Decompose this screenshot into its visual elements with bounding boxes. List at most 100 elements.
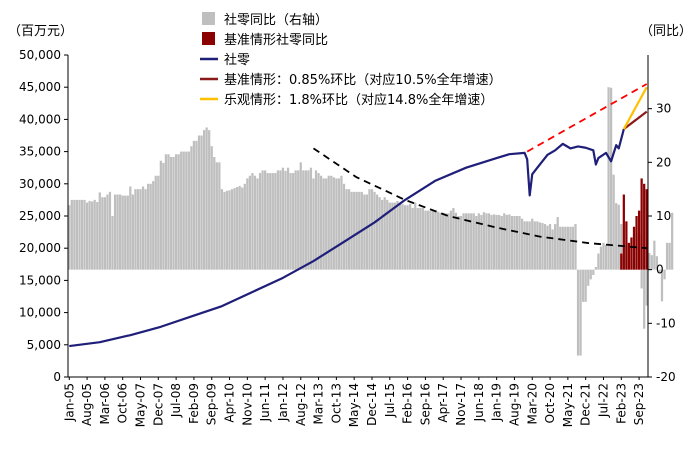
bar-5-6 <box>83 199 86 270</box>
bar-5-49 <box>192 140 196 270</box>
bar-5-144 <box>434 210 437 270</box>
bar-5-28 <box>139 189 142 270</box>
right-tick-label-4: 20 <box>656 155 671 169</box>
bar-5-31 <box>147 183 150 270</box>
bar-5-27 <box>136 189 140 270</box>
bar-5-226 <box>643 269 646 329</box>
bar-5-164 <box>485 213 488 270</box>
bar-5-214 <box>612 174 615 270</box>
bar-5-207 <box>594 266 597 270</box>
bar-5-135 <box>411 207 414 270</box>
bar-5-82 <box>276 170 279 270</box>
bar-5-4 <box>78 199 81 270</box>
left-axis-unit: （百万元） <box>8 24 73 39</box>
bar-5-100 <box>322 178 325 270</box>
bar-5-1 <box>70 199 73 270</box>
bar-5-159 <box>472 213 475 270</box>
bar-5-236 <box>668 242 671 270</box>
bar-5-119 <box>370 189 374 270</box>
bar-5-126 <box>388 202 391 270</box>
bar-5-25 <box>131 194 134 270</box>
bar-5-179 <box>523 221 526 270</box>
bar-5-155 <box>462 213 465 270</box>
bar-5-125 <box>386 199 389 270</box>
bar-5-104 <box>332 177 335 270</box>
bar-5-89 <box>294 170 297 270</box>
bar-5-190 <box>551 229 554 270</box>
legend-label-2: 社零 <box>224 52 250 68</box>
bar-6-2 <box>625 221 628 270</box>
bar-5-138 <box>419 207 422 270</box>
bar-5-163 <box>482 212 486 270</box>
x-tick-label-26: Mar-20 <box>525 383 539 424</box>
left-tick-label-0: 0 <box>53 370 61 384</box>
bar-5-56 <box>210 146 213 270</box>
x-tick-label-4: May-07 <box>134 383 148 427</box>
bar-5-39 <box>167 154 170 270</box>
x-tick-label-14: Mar-13 <box>312 383 326 424</box>
bar-5-160 <box>475 216 478 270</box>
bar-5-187 <box>543 224 547 270</box>
bar-5-171 <box>503 213 506 270</box>
bar-5-151 <box>452 207 455 270</box>
x-tick-label-25: Aug-19 <box>507 383 521 426</box>
bar-5-229 <box>650 255 653 270</box>
x-tick-label-0: Jan-05 <box>62 383 76 422</box>
bar-5-147 <box>442 212 445 270</box>
right-tick-label-5: 30 <box>656 102 671 116</box>
bar-5-77 <box>264 170 267 270</box>
bar-5-72 <box>251 173 254 270</box>
bar-5-197 <box>569 226 572 270</box>
right-axis-unit: （同比） <box>640 24 692 39</box>
bar-5-192 <box>556 217 559 270</box>
bar-5-84 <box>281 167 285 270</box>
bar-5-98 <box>317 173 320 270</box>
bar-5-233 <box>660 269 664 302</box>
bar-5-57 <box>213 156 216 270</box>
bar-5-111 <box>350 191 353 270</box>
x-tick-label-31: Feb-23 <box>614 383 628 424</box>
bar-5-38 <box>164 154 168 270</box>
legend: 社零同比（右轴） 基准情形社零同比社零基准情形：0.85%环比（对应10.5%全年… <box>200 12 502 108</box>
left-tick-label-8: 40,000 <box>19 112 61 126</box>
right-tick-label-2: 0 <box>656 263 664 277</box>
x-tick-label-19: Feb-16 <box>401 383 415 424</box>
bar-5-166 <box>490 214 493 270</box>
bar-5-129 <box>396 200 399 270</box>
bar-5-69 <box>243 183 246 270</box>
x-tick-label-7: Feb-09 <box>187 383 201 424</box>
lines-layer <box>69 83 648 348</box>
bar-5-44 <box>180 151 183 270</box>
x-tick-label-22: Nov-17 <box>454 383 468 426</box>
bar-5-5 <box>80 199 84 270</box>
bar-5-183 <box>533 221 536 270</box>
bar-5-196 <box>566 226 569 270</box>
bar-5-211 <box>604 244 608 270</box>
bar-5-188 <box>546 225 549 270</box>
x-tick-label-21: Apr-17 <box>436 383 450 423</box>
bar-5-85 <box>284 170 287 270</box>
bar-5-113 <box>355 191 358 270</box>
bar-5-116 <box>363 194 366 270</box>
bar-5-18 <box>113 194 117 270</box>
bar-5-137 <box>416 207 419 270</box>
bars-layer <box>68 87 674 356</box>
bar-5-208 <box>597 253 600 270</box>
x-tick-label-11: Jun-11 <box>258 383 272 422</box>
bar-5-59 <box>218 162 221 270</box>
bar-5-26 <box>134 189 137 270</box>
legend-label-1: 基准情形社零同比 <box>224 32 328 48</box>
bar-5-231 <box>655 256 659 270</box>
bar-5-193 <box>559 226 562 270</box>
bar-5-65 <box>233 188 236 270</box>
x-tick-label-1: Aug-05 <box>80 383 94 426</box>
bar-5-101 <box>325 178 328 270</box>
bar-5-91 <box>299 162 302 270</box>
bar-5-30 <box>144 189 147 270</box>
legend-label-4: 乐观情形：1.8%环比（对应14.8%全年增速） <box>224 92 493 108</box>
bar-5-53 <box>202 130 206 270</box>
bar-6-7 <box>637 210 641 270</box>
bar-5-235 <box>665 242 669 270</box>
bar-5-194 <box>561 226 564 270</box>
right-tick-label-3: 10 <box>656 209 671 223</box>
